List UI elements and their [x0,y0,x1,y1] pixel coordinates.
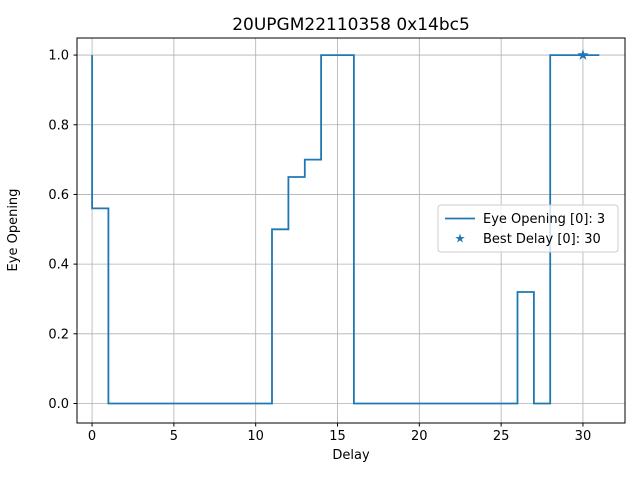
x-tick-label: 25 [493,429,510,444]
y-tick-label: 0.4 [48,258,69,273]
legend-entry-best-delay: Best Delay [0]: 30 [483,232,601,247]
y-tick-label: 0.2 [48,327,69,342]
y-tick-label: 0.0 [48,397,69,412]
legend: Eye Opening [0]: 3 Best Delay [0]: 30 [437,204,619,253]
y-tick-label: 0.6 [48,188,69,203]
plot-area [76,37,626,424]
y-axis-label: Eye Opening [6,189,21,272]
legend-box [437,204,619,253]
legend-entry-eye-opening: Eye Opening [0]: 3 [483,212,605,227]
eye-opening-line [91,54,600,405]
x-tick-label: 20 [411,429,428,444]
x-tick-label: 0 [88,429,96,444]
chart-title: 20UPGM22110358 0x14bc5 [232,15,470,35]
x-tick-label: 15 [329,429,346,444]
y-tick-label: 0.8 [48,118,69,133]
best-delay-star-marker [577,49,589,60]
y-tick-labels: 0.0 0.2 0.4 0.6 0.8 1.0 [48,49,77,412]
x-tick-label: 10 [247,429,264,444]
x-tick-label: 5 [170,429,178,444]
x-tick-labels: 0 5 10 15 20 25 30 [88,423,591,444]
x-tick-label: 30 [575,429,592,444]
y-tick-label: 1.0 [48,49,69,64]
x-axis-label: Delay [332,448,370,463]
legend-star-icon [455,233,465,243]
